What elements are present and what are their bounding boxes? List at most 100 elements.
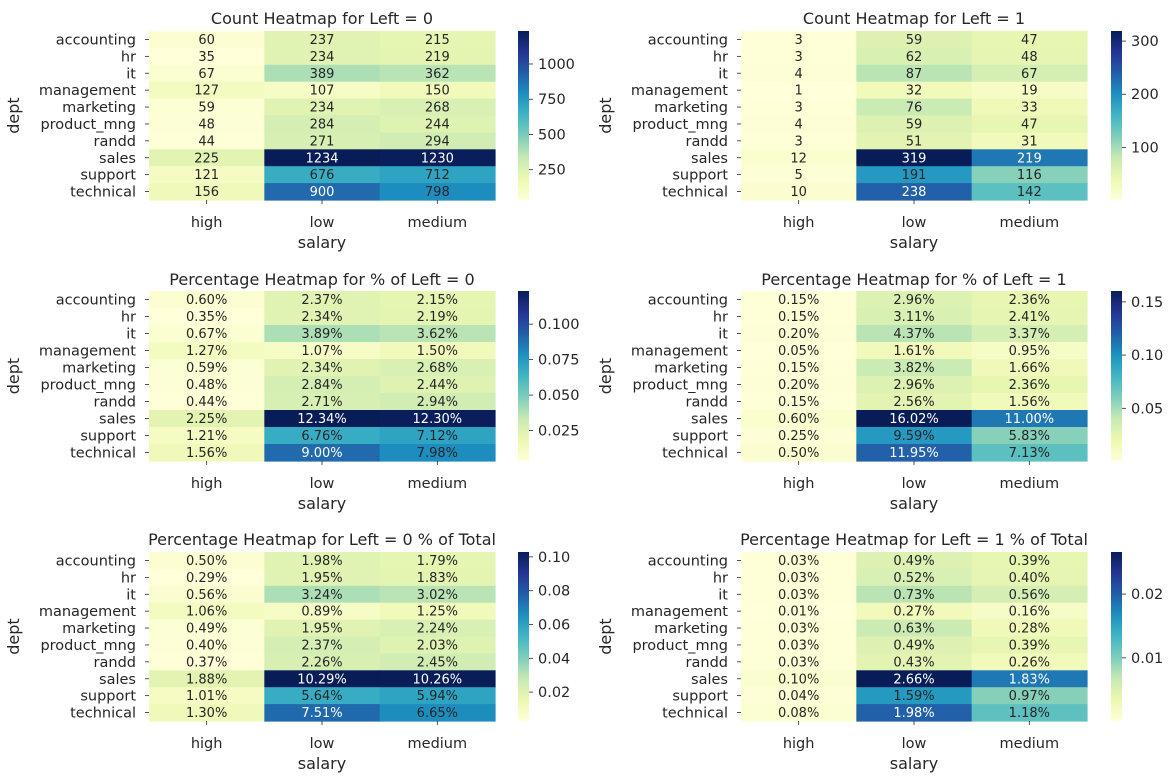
x-tick-label: medium — [408, 736, 468, 752]
cell-annotation: 1.98% — [893, 706, 934, 721]
cell-annotation: 0.16% — [1009, 605, 1050, 620]
cell-annotation: 237 — [310, 33, 335, 48]
heatmap-cell — [264, 410, 381, 428]
heatmap-cell — [741, 132, 857, 150]
cell-annotation: 1234 — [305, 151, 338, 166]
heatmap-cell — [971, 47, 1088, 66]
heatmap-cell — [149, 670, 265, 688]
heatmap-cell — [379, 410, 496, 428]
cell-annotation: 1.88% — [186, 672, 227, 687]
cell-annotation: 2.71% — [301, 395, 342, 410]
x-tick-label: low — [902, 736, 927, 752]
heatmap-cell — [856, 704, 973, 722]
heatmap-cell — [264, 291, 381, 309]
heatmap-cell — [379, 47, 496, 66]
cell-annotation: 0.20% — [778, 327, 819, 342]
heatmap-cell — [264, 166, 381, 184]
heatmap-cell — [741, 568, 857, 587]
cell-annotation: 59 — [906, 33, 923, 48]
heatmap-cell — [971, 376, 1088, 394]
cell-annotation: 225 — [194, 151, 219, 166]
heatmap-cell — [856, 115, 973, 133]
cell-annotation: 47 — [1021, 117, 1038, 132]
heatmap-cell — [149, 552, 265, 570]
x-tick-label: medium — [1000, 736, 1060, 752]
cell-annotation: 2.94% — [417, 395, 458, 410]
y-tick-label: hr — [121, 310, 136, 326]
heatmap-cell — [971, 132, 1088, 150]
y-tick-label: randd — [686, 395, 728, 411]
y-tick-label: management — [631, 604, 728, 620]
y-tick-label: hr — [121, 570, 136, 586]
heatmap-cell — [149, 376, 265, 394]
heatmap-cell — [856, 376, 973, 394]
cell-annotation: 1.95% — [301, 622, 342, 637]
colorbar-tick-label: 0.10 — [538, 550, 570, 566]
y-tick-label: randd — [686, 134, 728, 150]
y-tick-label: support — [672, 429, 728, 445]
heatmap-cell — [856, 568, 973, 587]
x-axis-label: salary — [890, 233, 938, 252]
heatmap-cell — [741, 427, 857, 445]
heatmap-cell — [379, 444, 496, 462]
cell-annotation: 0.60% — [778, 412, 819, 427]
cell-annotation: 0.15% — [778, 293, 819, 308]
cell-annotation: 5 — [795, 168, 803, 183]
y-tick-label: randd — [94, 395, 136, 411]
cell-annotation: 234 — [310, 50, 335, 65]
heatmap-cell — [264, 31, 381, 49]
heatmap-cell — [856, 132, 973, 150]
heatmap-cell — [149, 342, 265, 360]
heatmap-cell — [264, 670, 381, 688]
cell-annotation: 1.59% — [893, 689, 934, 704]
x-axis-label: salary — [298, 494, 346, 513]
colorbar-tick-label: 0.075 — [538, 353, 580, 369]
cell-annotation: 2.84% — [301, 378, 342, 393]
cell-annotation: 35 — [198, 50, 215, 65]
cell-annotation: 0.60% — [186, 293, 227, 308]
heatmap-cell — [149, 98, 265, 117]
cell-annotation: 12.34% — [297, 412, 347, 427]
heatmap-cell — [856, 602, 973, 621]
x-tick-label: low — [310, 736, 335, 752]
y-tick-label: randd — [94, 134, 136, 150]
x-tick-label: high — [191, 476, 223, 492]
heatmap-cell — [856, 98, 973, 117]
heatmap-cell — [856, 47, 973, 66]
cell-annotation: 3.37% — [1009, 327, 1050, 342]
cell-annotation: 67 — [198, 67, 215, 82]
chart-title: Percentage Heatmap for % of Left = 0 — [169, 270, 474, 289]
heatmap-cell — [379, 166, 496, 184]
colorbar-tick-label: 0.05 — [1131, 401, 1163, 417]
cell-annotation: 6.76% — [301, 429, 342, 444]
heatmap-cell — [856, 444, 973, 462]
cell-annotation: 10.29% — [297, 672, 347, 687]
colorbar-tick-label: 250 — [538, 163, 566, 179]
heatmap-cell — [149, 444, 265, 462]
cell-annotation: 2.03% — [417, 638, 458, 653]
y-tick-label: marketing — [62, 361, 136, 377]
cell-annotation: 0.67% — [186, 327, 227, 342]
heatmap-cell — [379, 291, 496, 309]
heatmap-cell — [379, 568, 496, 587]
heatmap-cell — [379, 81, 496, 100]
y-tick-label: support — [672, 689, 728, 705]
cell-annotation: 19 — [1021, 84, 1038, 99]
colorbar-tick-label: 500 — [538, 127, 566, 143]
heatmap-cell — [741, 619, 857, 638]
heatmap-cell — [741, 31, 857, 49]
heatmap-cell — [379, 31, 496, 49]
cell-annotation: 0.15% — [778, 361, 819, 376]
heatmap-cell — [379, 552, 496, 570]
y-tick-label: management — [631, 344, 728, 360]
heatmap-cell — [971, 308, 1088, 326]
cell-annotation: 32 — [906, 84, 923, 99]
heatmap-cell — [741, 670, 857, 688]
heatmap-cell — [741, 325, 857, 343]
cell-annotation: 0.39% — [1009, 554, 1050, 569]
heatmap-cell — [856, 166, 973, 184]
cell-annotation: 234 — [310, 101, 335, 116]
cell-annotation: 2.25% — [186, 412, 227, 427]
cell-annotation: 60 — [198, 33, 215, 48]
